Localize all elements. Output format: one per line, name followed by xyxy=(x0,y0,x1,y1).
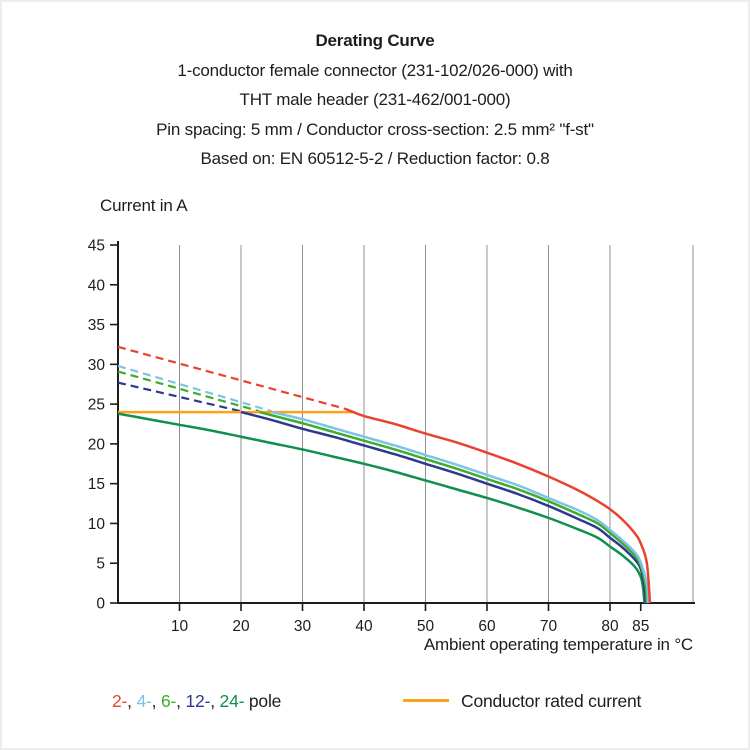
y-axis-title: Current in A xyxy=(100,196,188,215)
legend-pole-4: 4- xyxy=(136,691,152,711)
y-tick-label-25: 25 xyxy=(88,397,105,414)
subtitle-line-4: Based on: EN 60512-5-2 / Reduction facto… xyxy=(200,149,550,168)
title-block: Derating Curve 1-conductor female connec… xyxy=(0,26,750,174)
legend-pole-24: 24- xyxy=(219,691,245,711)
legend-rated-current: Conductor rated current xyxy=(403,691,641,712)
legend-separator: , xyxy=(176,691,186,711)
x-tick-label-10: 10 xyxy=(171,618,189,635)
rated-current-label: Conductor rated current xyxy=(461,691,642,711)
derating-chart-plot: 0 5 10 15 20 25 30 35 40 45 10 20 30 40 50 60 70 80 85 xyxy=(88,238,695,635)
y-tick-label-20: 20 xyxy=(88,436,106,453)
x-tick-label-85: 85 xyxy=(632,618,649,635)
legend-separator: , xyxy=(210,691,220,711)
legend-separator: , xyxy=(151,691,161,711)
curve-6-pole xyxy=(259,410,649,604)
legend-pole-12: 12- xyxy=(185,691,211,711)
legend-pole-suffix: pole xyxy=(244,691,282,711)
x-tick-label-80: 80 xyxy=(601,618,619,635)
y-tick-label-0: 0 xyxy=(96,596,105,613)
x-tick-label-70: 70 xyxy=(540,618,558,635)
y-tick-label-35: 35 xyxy=(88,317,105,334)
legend-pole-2: 2- xyxy=(112,691,128,711)
x-tick-label-50: 50 xyxy=(417,618,435,635)
y-tick-label-5: 5 xyxy=(96,556,105,573)
legend-poles: 2-, 4-, 6-, 12-, 24- pole xyxy=(112,691,281,712)
x-axis-title: Ambient operating temperature in °C xyxy=(423,635,693,654)
curve-4-pole-dashed-derated-above-limit- xyxy=(117,364,273,413)
subtitle-line-1: 1-conductor female connector (231-102/02… xyxy=(177,60,573,80)
x-tick-label-20: 20 xyxy=(232,618,250,635)
legend-pole-6: 6- xyxy=(161,691,177,711)
chart-title: Derating Curve xyxy=(315,31,435,50)
y-tick-label-15: 15 xyxy=(88,476,105,493)
curve-12-pole xyxy=(240,410,647,604)
subtitle-line-2: THT male header (231-462/001-000) xyxy=(239,90,511,109)
y-tick-label-45: 45 xyxy=(88,238,105,255)
legend-separator: , xyxy=(127,691,137,711)
curve-4-pole xyxy=(271,410,650,604)
y-tick-label-10: 10 xyxy=(88,516,106,533)
curve-6-pole-dashed-derated-above-limit- xyxy=(117,370,260,413)
x-tick-label-30: 30 xyxy=(294,618,312,635)
y-tick-label-30: 30 xyxy=(88,357,106,374)
x-tick-label-40: 40 xyxy=(355,618,373,635)
y-tick-label-40: 40 xyxy=(88,277,106,294)
curve-2-pole xyxy=(345,407,652,604)
rated-current-line-swatch xyxy=(403,698,449,703)
x-tick-label-60: 60 xyxy=(478,618,496,635)
curve-24-pole xyxy=(117,412,646,604)
subtitle-line-3: Pin spacing: 5 mm / Conductor cross-sect… xyxy=(156,119,594,139)
curve-2-pole-dashed-derated-above-limit- xyxy=(117,345,346,410)
curve-12-pole-dashed-derated-above-limit- xyxy=(117,381,242,413)
